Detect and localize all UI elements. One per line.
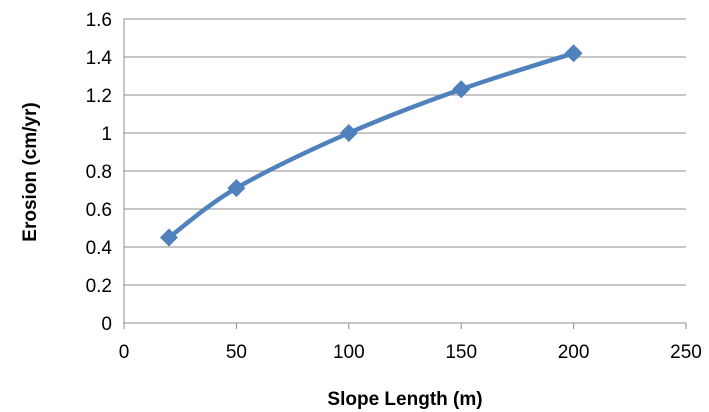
data-point-marker xyxy=(452,80,471,99)
x-tick-label: 150 xyxy=(445,342,477,363)
y-tick-label: 0 xyxy=(101,314,112,335)
y-tick-label: 1 xyxy=(101,124,112,145)
y-tick-label: 1.6 xyxy=(86,10,112,31)
data-point-marker xyxy=(227,179,246,198)
axes xyxy=(123,19,687,329)
y-axis-title: Erosion (cm/yr) xyxy=(20,102,41,241)
x-tick-label: 200 xyxy=(558,342,590,363)
x-tick-label: 0 xyxy=(119,342,130,363)
x-axis-title: Slope Length (m) xyxy=(327,389,482,410)
x-tick-labels: 0 50 100 150 200 250 xyxy=(119,342,702,363)
x-tick-label: 250 xyxy=(670,342,702,363)
y-tick-label: 1.2 xyxy=(86,86,112,107)
data-series xyxy=(159,44,583,247)
x-tick-label: 50 xyxy=(226,342,247,363)
gridlines xyxy=(124,18,686,286)
data-point-marker xyxy=(339,124,358,142)
y-tick-label: 0.4 xyxy=(86,238,113,259)
y-tick-labels: 0 0.2 0.4 0.6 0.8 1 1.2 1.4 1.6 xyxy=(86,10,113,335)
y-tick-label: 1.4 xyxy=(86,48,113,69)
y-tick-label: 0.6 xyxy=(86,200,112,221)
series-line xyxy=(166,50,576,240)
data-point-marker xyxy=(564,44,583,63)
y-tick-label: 0.2 xyxy=(86,276,112,297)
data-point-marker xyxy=(159,228,178,247)
y-tick-label: 0.8 xyxy=(86,162,112,183)
x-tick-label: 100 xyxy=(333,342,365,363)
